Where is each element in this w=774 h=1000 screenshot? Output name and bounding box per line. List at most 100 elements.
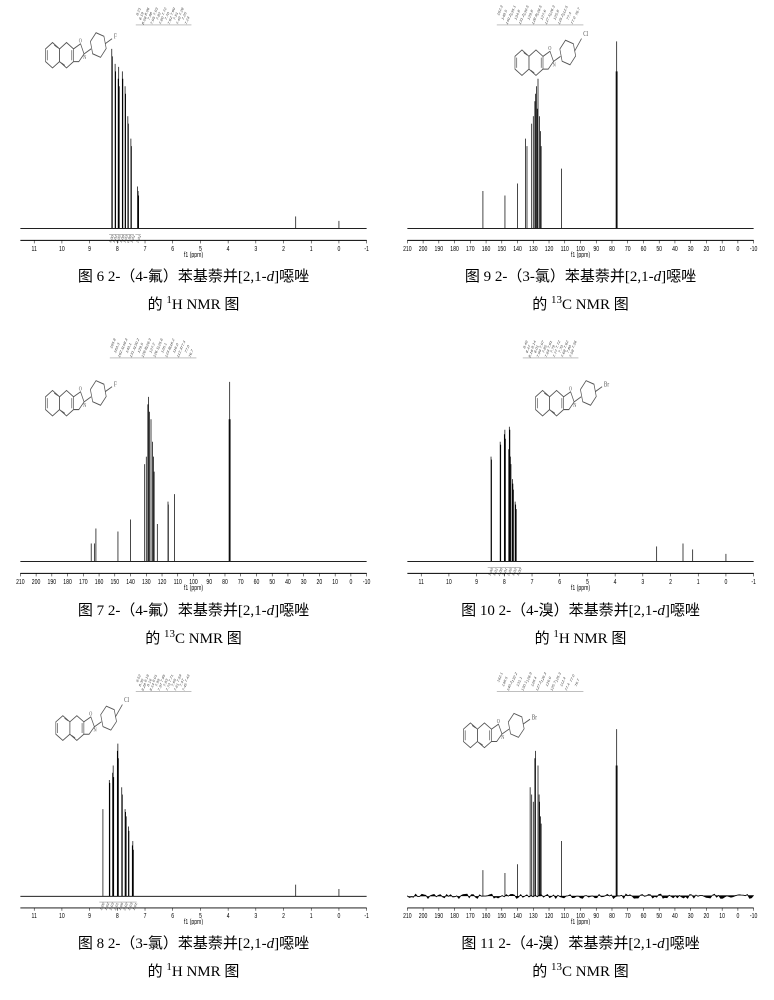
svg-text:-10: -10 <box>363 578 371 586</box>
svg-text:-10: -10 <box>750 245 758 253</box>
svg-text:4: 4 <box>614 578 617 586</box>
svg-text:60: 60 <box>641 912 647 920</box>
svg-text:0: 0 <box>736 245 739 253</box>
svg-text:76.7: 76.7 <box>188 349 194 359</box>
svg-text:120: 120 <box>545 912 554 920</box>
svg-text:f1 (ppm): f1 (ppm) <box>184 251 203 258</box>
svg-text:110: 110 <box>561 912 570 920</box>
svg-text:3: 3 <box>254 245 257 253</box>
svg-text:170: 170 <box>466 245 475 253</box>
svg-text:40: 40 <box>672 245 678 253</box>
figure-caption: 图 8 2-（3-氯）苯基萘并[2,1-d]噁唑的 1H NMR 图 <box>8 925 379 996</box>
svg-text:O: O <box>89 711 92 718</box>
svg-text:1.01: 1.01 <box>132 901 138 911</box>
nmr-spectrum: 8.498.478.168.148.017.997.977.857.837.81… <box>395 337 766 591</box>
svg-text:180: 180 <box>450 912 459 920</box>
figure-caption: 图 11 2-（4-溴）苯基萘并[2,1-d]噁唑的 13C NMR 图 <box>395 925 766 996</box>
svg-text:170: 170 <box>466 912 475 920</box>
svg-text:1: 1 <box>697 578 700 586</box>
svg-text:10: 10 <box>719 245 725 253</box>
svg-text:9: 9 <box>475 578 478 586</box>
svg-text:1.00: 1.00 <box>516 567 522 577</box>
nmr-spectrum: 165.8163.3162.1148.3140.1131.1130.2129.5… <box>8 337 379 591</box>
caption-line1: 图 7 2-（4-氟）苯基萘并[2,1-d]噁唑 <box>78 603 309 619</box>
svg-text:30: 30 <box>688 912 694 920</box>
svg-text:-10: -10 <box>750 912 758 920</box>
svg-text:77.4: 77.4 <box>565 682 571 692</box>
svg-text:150: 150 <box>498 912 507 920</box>
svg-text:O: O <box>569 386 572 393</box>
svg-text:140: 140 <box>513 912 522 920</box>
svg-text:6: 6 <box>171 912 174 920</box>
svg-text:f1 (ppm): f1 (ppm) <box>571 251 590 258</box>
svg-text:9: 9 <box>88 245 91 253</box>
svg-text:70: 70 <box>625 912 631 920</box>
svg-text:210: 210 <box>403 245 412 253</box>
caption-line1: 图 9 2-（3-氯）苯基萘并[2,1-d]噁唑 <box>465 269 696 285</box>
svg-text:O: O <box>548 45 551 52</box>
svg-text:10: 10 <box>332 578 338 586</box>
svg-text:Br: Br <box>604 381 610 389</box>
figure-fig7: 165.8163.3162.1148.3140.1131.1130.2129.5… <box>0 333 387 666</box>
svg-text:30: 30 <box>688 245 694 253</box>
svg-text:0: 0 <box>338 912 341 920</box>
svg-text:11: 11 <box>32 912 38 920</box>
svg-text:f1 (ppm): f1 (ppm) <box>184 918 203 925</box>
figure-caption: 图 10 2-（4-溴）苯基萘并[2,1-d]噁唑的 1H NMR 图 <box>395 592 766 663</box>
caption-line2: 的 13C NMR 图 <box>532 297 628 313</box>
svg-text:50: 50 <box>656 912 662 920</box>
figure-caption: 图 9 2-（3-氯）苯基萘并[2,1-d]噁唑的 13C NMR 图 <box>395 258 766 329</box>
svg-text:150: 150 <box>498 245 507 253</box>
nmr-spectrum: 162.1148.5140.2132.2131.1130.1128.9128.4… <box>395 671 766 925</box>
svg-text:7: 7 <box>531 578 534 586</box>
svg-text:6: 6 <box>558 578 561 586</box>
svg-text:11: 11 <box>32 245 38 253</box>
svg-text:40: 40 <box>672 912 678 920</box>
svg-text:N: N <box>83 54 86 61</box>
svg-text:7.56: 7.56 <box>572 340 578 350</box>
svg-text:76.7: 76.7 <box>574 678 580 688</box>
svg-text:9: 9 <box>88 912 91 920</box>
svg-text:-1: -1 <box>751 578 756 586</box>
svg-text:N: N <box>93 727 96 734</box>
caption-line1: 图 11 2-（4-溴）苯基萘并[2,1-d]噁唑 <box>461 936 699 952</box>
svg-text:120: 120 <box>158 578 167 586</box>
svg-text:90: 90 <box>593 245 599 253</box>
svg-text:10: 10 <box>446 578 452 586</box>
svg-text:O: O <box>79 386 82 393</box>
svg-text:70: 70 <box>238 578 244 586</box>
figure-caption: 图 6 2-（4-氟）苯基萘并[2,1-d]噁唑的 1H NMR 图 <box>8 258 379 329</box>
caption-line2: 的 13C NMR 图 <box>532 964 628 980</box>
svg-text:160: 160 <box>482 912 491 920</box>
svg-text:130: 130 <box>529 912 538 920</box>
svg-text:150: 150 <box>111 578 120 586</box>
svg-text:0: 0 <box>349 578 352 586</box>
svg-text:Br: Br <box>532 713 538 721</box>
svg-text:7: 7 <box>144 912 147 920</box>
svg-text:110: 110 <box>561 245 570 253</box>
caption-line2: 的 1H NMR 图 <box>148 964 240 980</box>
figure-fig6: 8.218.198.088.067.987.957.937.827.807.72… <box>0 0 387 333</box>
svg-text:200: 200 <box>32 578 41 586</box>
svg-text:f1 (ppm): f1 (ppm) <box>571 584 590 591</box>
svg-text:6: 6 <box>171 245 174 253</box>
figure-fig10: 8.498.478.168.148.017.997.977.857.837.81… <box>387 333 774 666</box>
svg-text:200: 200 <box>419 912 428 920</box>
caption-line1: 图 6 2-（4-氟）苯基萘并[2,1-d]噁唑 <box>78 269 309 285</box>
caption-line2: 的 13C NMR 图 <box>145 631 241 647</box>
caption-line1: 图 8 2-（3-氯）苯基萘并[2,1-d]噁唑 <box>78 936 309 952</box>
svg-text:130: 130 <box>142 578 151 586</box>
svg-text:210: 210 <box>403 912 412 920</box>
svg-text:3: 3 <box>254 912 257 920</box>
svg-text:60: 60 <box>641 245 647 253</box>
svg-text:40: 40 <box>285 578 291 586</box>
svg-text:0: 0 <box>337 245 340 253</box>
svg-text:4: 4 <box>227 912 230 920</box>
caption-line2: 的 1H NMR 图 <box>535 631 627 647</box>
svg-text:180: 180 <box>450 245 459 253</box>
svg-text:0: 0 <box>736 912 739 920</box>
nmr-spectrum: 162.3148.5140.2135.1134.8131.2130.5129.8… <box>395 4 766 258</box>
svg-text:N: N <box>553 62 556 69</box>
svg-text:10: 10 <box>59 912 65 920</box>
svg-text:190: 190 <box>435 912 444 920</box>
